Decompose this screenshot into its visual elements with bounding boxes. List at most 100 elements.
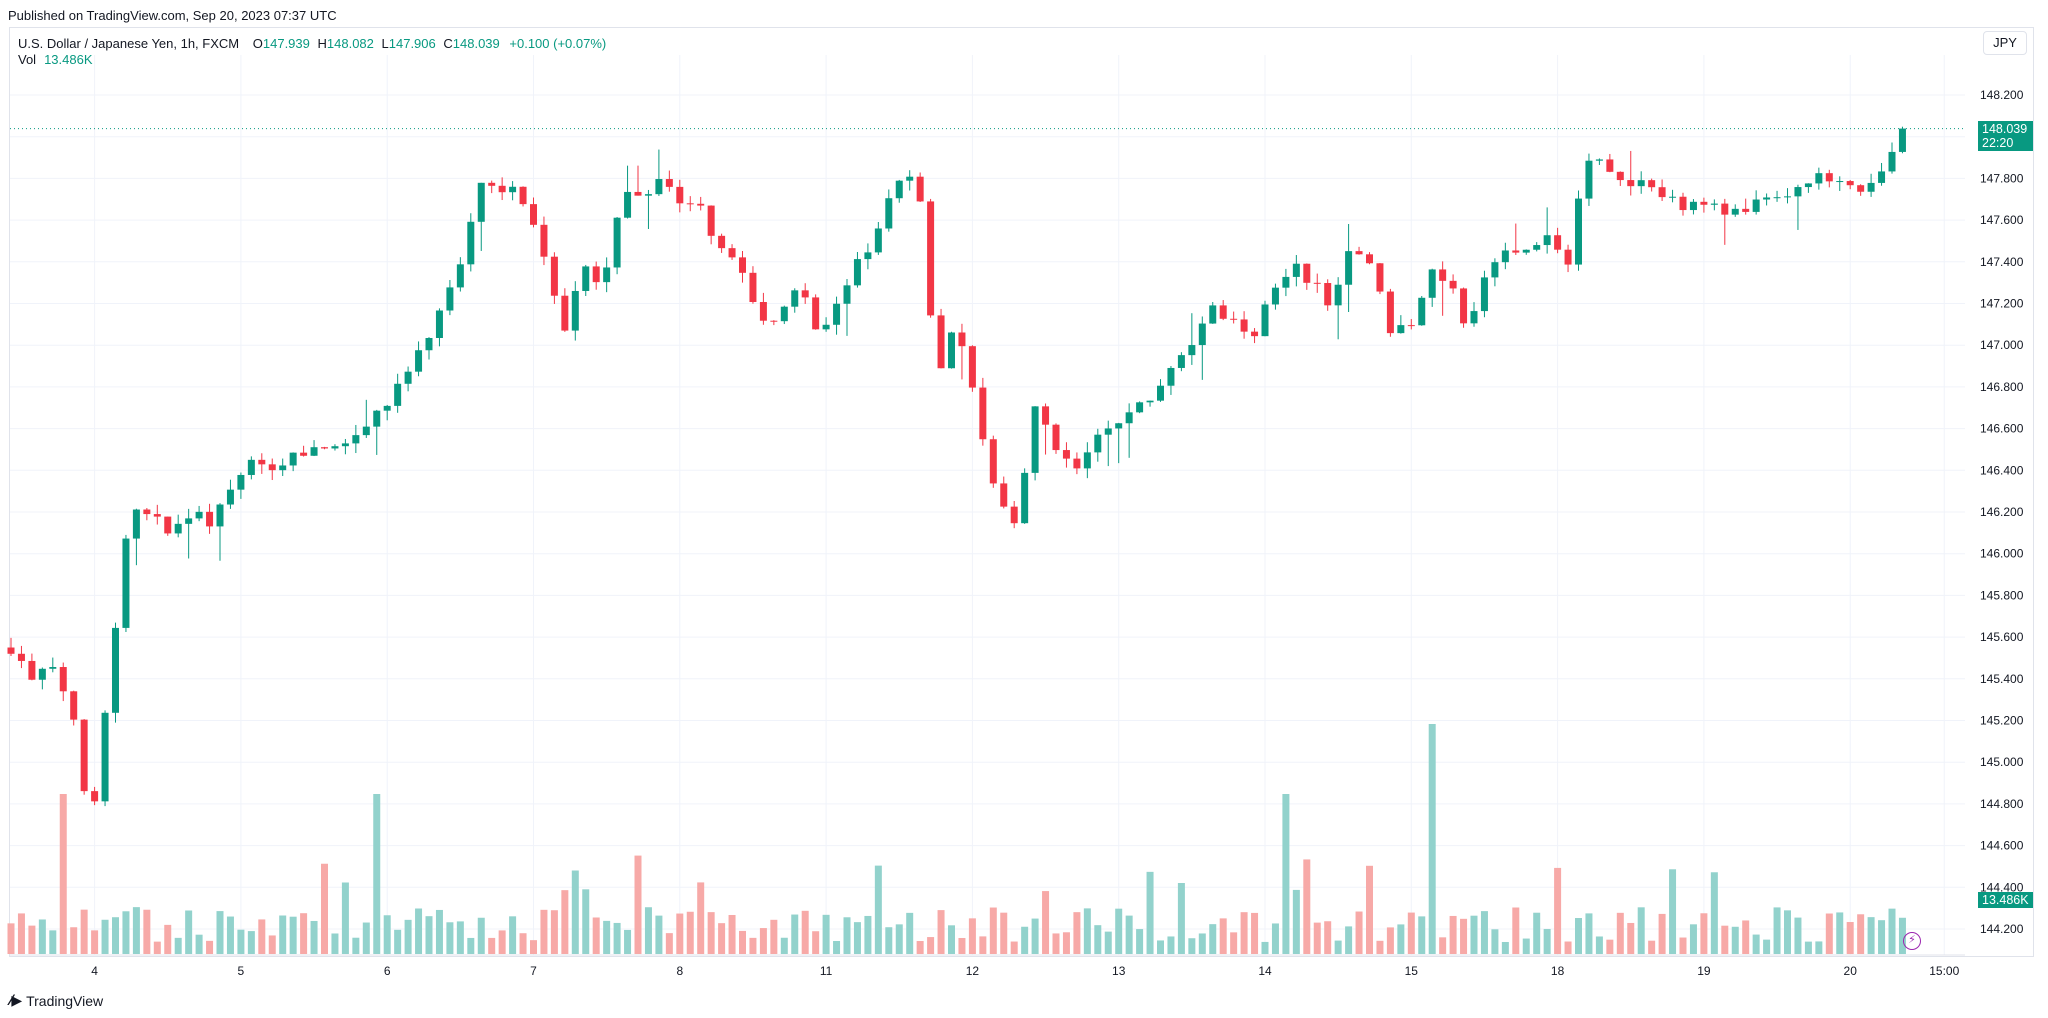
volume-bar <box>268 935 276 954</box>
volume-bar <box>1627 922 1635 954</box>
volume-bar <box>749 937 757 954</box>
volume-bar <box>373 794 381 954</box>
candle-body <box>415 350 423 372</box>
candle-body <box>49 667 57 669</box>
volume-bar <box>1449 915 1457 954</box>
volume-bar <box>7 923 15 954</box>
candle-body <box>1198 323 1206 346</box>
currency-button[interactable]: JPY <box>1983 31 2027 55</box>
volume-bar <box>895 924 903 954</box>
candle-body <box>185 518 193 524</box>
volume-bar <box>1470 915 1478 954</box>
candle-body <box>644 194 652 196</box>
candle-body <box>801 290 809 298</box>
chart-frame[interactable] <box>9 27 2034 957</box>
volume-bar <box>1658 913 1666 954</box>
volume-bar <box>352 937 360 954</box>
candle-body <box>1752 199 1760 212</box>
volume-bar <box>1407 912 1415 954</box>
candle-body <box>1794 187 1802 197</box>
volume-bar <box>1564 941 1572 954</box>
volume-bar <box>498 930 506 954</box>
volume-bar <box>435 909 443 954</box>
candle-body <box>362 426 370 436</box>
symbol-title[interactable]: U.S. Dollar / Japanese Yen, 1h, FXCM <box>18 36 240 51</box>
volume-bar <box>1679 937 1687 954</box>
volume-bar <box>1533 912 1541 954</box>
candle-body <box>968 346 976 388</box>
candle-body <box>1606 159 1614 172</box>
volume-legend: Vol 13.486K <box>18 52 93 67</box>
volume-bar <box>1815 941 1823 954</box>
volume-bar <box>1700 913 1708 954</box>
volume-bar <box>916 941 924 954</box>
volume-bar <box>206 940 214 954</box>
volume-bar <box>1721 925 1729 954</box>
candle-body <box>1846 181 1854 186</box>
candle-body <box>1825 173 1833 182</box>
volume-bar <box>1846 922 1854 954</box>
candle-body <box>1480 277 1488 312</box>
candle-body <box>467 221 475 265</box>
volume-bar <box>394 929 402 954</box>
open-label: O <box>252 36 263 51</box>
candle-body <box>592 266 600 283</box>
volume-bar <box>38 919 46 954</box>
volume-bar <box>1397 924 1405 954</box>
volume-label[interactable]: Vol <box>18 52 37 67</box>
volume-bar <box>665 933 673 954</box>
tradingview-brand[interactable]: ⁄▶ TradingView <box>10 993 103 1009</box>
candle-body <box>1261 304 1269 337</box>
volume-bar <box>446 922 454 954</box>
candle-body <box>1857 185 1865 192</box>
volume-bar <box>1292 889 1300 954</box>
y-tick-label: 144.400 <box>1980 880 2024 894</box>
volume-bar <box>1313 922 1321 954</box>
candle-body <box>1449 280 1457 289</box>
volume-bar <box>1251 912 1259 954</box>
volume-bar <box>718 923 726 954</box>
candle-body <box>404 371 412 384</box>
candle-body <box>1460 288 1468 324</box>
volume-bar <box>1219 918 1227 954</box>
candle-body <box>1042 406 1050 425</box>
candle-body <box>561 295 569 331</box>
volume-bar <box>49 930 57 954</box>
candle-body <box>7 647 15 654</box>
candle-body <box>1240 319 1248 332</box>
volume-bar <box>70 927 78 954</box>
volume-bar <box>1031 918 1039 954</box>
candle-body <box>1021 472 1029 524</box>
volume-bar <box>122 911 130 954</box>
candle-body <box>1867 182 1875 192</box>
candle-body <box>1345 251 1353 285</box>
candle-body <box>143 509 151 515</box>
candle-body <box>38 668 46 680</box>
volume-bar <box>571 870 579 954</box>
tradingview-logo-icon: ⁄▶ <box>10 993 22 1009</box>
volume-bar <box>770 919 778 954</box>
candle-body <box>1407 325 1415 327</box>
y-tick-label: 147.600 <box>1980 213 2024 227</box>
volume-bar <box>425 916 433 954</box>
candle-body <box>686 203 694 205</box>
lightning-icon[interactable]: ⚡ <box>1903 932 1921 950</box>
y-tick-label: 146.200 <box>1980 505 2024 519</box>
candle-body <box>791 290 799 307</box>
candle-body <box>1491 262 1499 278</box>
volume-bar <box>1282 794 1290 954</box>
volume-bar <box>1731 926 1739 954</box>
candle-body <box>1366 254 1373 264</box>
volume-bar <box>279 915 287 954</box>
candle-body <box>1512 250 1520 253</box>
candle-body <box>247 459 255 475</box>
close-label: C <box>443 36 453 51</box>
volume-bar <box>1146 871 1154 954</box>
candle-body <box>488 182 496 186</box>
candle-body <box>1721 203 1729 215</box>
candle-body <box>373 410 381 427</box>
candle-body <box>1146 400 1154 403</box>
candle-body <box>1564 249 1572 265</box>
volume-bar <box>1648 940 1656 954</box>
